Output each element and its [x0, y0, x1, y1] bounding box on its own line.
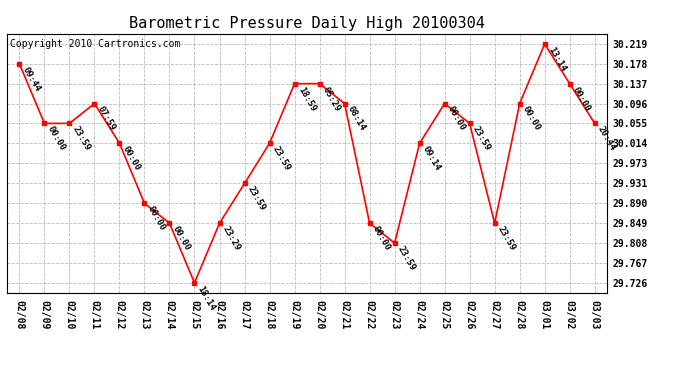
Text: 05:29: 05:29 — [321, 85, 342, 113]
Text: 00:00: 00:00 — [46, 125, 67, 153]
Title: Barometric Pressure Daily High 20100304: Barometric Pressure Daily High 20100304 — [129, 16, 485, 31]
Text: 18:59: 18:59 — [296, 85, 317, 113]
Text: 08:14: 08:14 — [346, 105, 367, 133]
Text: 00:00: 00:00 — [121, 145, 142, 172]
Text: 13:14: 13:14 — [546, 45, 567, 73]
Text: 07:59: 07:59 — [96, 105, 117, 133]
Text: 23:59: 23:59 — [471, 125, 492, 153]
Text: Copyright 2010 Cartronics.com: Copyright 2010 Cartronics.com — [10, 39, 180, 49]
Text: 23:59: 23:59 — [271, 145, 292, 172]
Text: 23:29: 23:29 — [221, 225, 242, 252]
Text: 00:00: 00:00 — [446, 105, 467, 133]
Text: 00:00: 00:00 — [171, 225, 192, 252]
Text: 23:59: 23:59 — [71, 125, 92, 153]
Text: 09:44: 09:44 — [21, 65, 42, 93]
Text: 23:59: 23:59 — [396, 244, 417, 272]
Text: 18:14: 18:14 — [196, 284, 217, 312]
Text: 09:14: 09:14 — [421, 145, 442, 172]
Text: 00:00: 00:00 — [521, 105, 542, 133]
Text: 00:00: 00:00 — [571, 85, 592, 113]
Text: 00:00: 00:00 — [146, 205, 167, 232]
Text: 20:44: 20:44 — [596, 125, 618, 153]
Text: 00:00: 00:00 — [371, 225, 392, 252]
Text: 23:59: 23:59 — [246, 185, 267, 213]
Text: 23:59: 23:59 — [496, 225, 518, 252]
